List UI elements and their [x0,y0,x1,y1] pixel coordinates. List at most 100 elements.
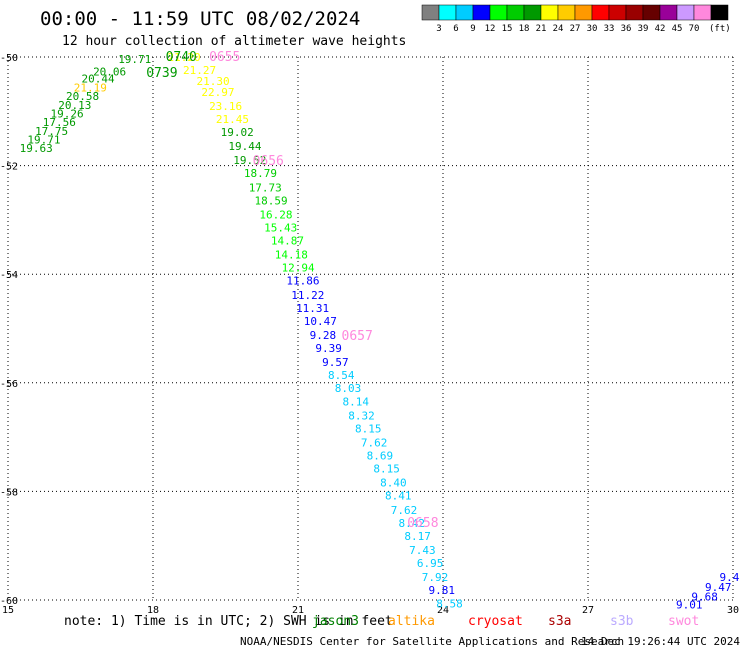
pass-time-label: 0739 [146,66,177,81]
wave-height-label: 21.30 [197,75,230,88]
wave-height-label: 11.22 [291,289,324,302]
chart-subtitle: 12 hour collection of altimeter wave hei… [62,34,406,49]
wave-height-label: 19.52 [233,154,266,167]
colorbar-tick-label: 27 [570,24,581,34]
colorbar-swatch [438,4,457,21]
colorbar-swatch [676,4,695,21]
wave-height-label: 19.44 [228,140,261,153]
wave-height-label: 7.62 [361,437,388,450]
y-tick-label: -60 [0,596,18,607]
satellite-legend-altika: altika [388,614,435,629]
wave-height-label: 18.59 [255,194,288,207]
colorbar-tick-label: 30 [587,24,598,34]
x-tick-label: 24 [437,605,449,616]
note-text: note: 1) Time is in UTC; 2) SWH is in fe… [64,614,393,629]
x-tick-label: 21 [292,605,304,616]
colorbar-swatch [642,4,661,21]
colorbar-legend: 3 6 9 12 15 18 21 24 27 30 33 36 39 42 45 70 (ft) [421,4,731,34]
colorbar-tick-label: 18 [519,24,530,34]
colorbar-swatch [557,4,576,21]
colorbar-swatch [472,4,491,21]
wave-height-label: 8.54 [328,369,355,382]
wave-height-label: 11.86 [286,275,319,288]
wave-height-label: 8.03 [335,382,362,395]
y-tick-label: -56 [0,379,18,390]
wave-height-label: 6.95 [417,557,444,570]
wave-height-label: 8.32 [348,409,375,422]
pass-time-label: 0657 [342,329,373,344]
y-tick-label: -52 [0,162,18,173]
colorbar-swatch [659,4,678,21]
y-tick-label: -50 [0,53,18,64]
satellite-legend-jason3: jason3 [312,614,359,629]
wave-height-label: 17.75 [35,125,68,138]
colorbar-swatch [710,4,729,21]
colorbar-unit: (ft) [709,24,731,34]
wave-height-label: 14.87 [271,235,304,248]
footer-timestamp: 14 Dec 19:26:44 UTC 2024 [581,635,740,648]
wave-height-label: 11.31 [296,302,329,315]
wave-height-label: 9.01 [676,598,703,611]
wave-height-label: 7.43 [409,544,436,557]
colorbar-swatch [591,4,610,21]
y-tick-label: -58 [0,487,18,498]
colorbar-tick-label: 70 [689,24,700,34]
colorbar-tick-label: 42 [655,24,666,34]
colorbar-swatch [523,4,542,21]
colorbar-tick-label: 36 [621,24,632,34]
wave-height-label: 17.73 [249,181,282,194]
pass-time-label: 0658 [407,516,438,531]
colorbar-swatch [574,4,593,21]
colorbar-tick-label: 39 [638,24,649,34]
wave-height-label: 8.15 [355,422,382,435]
colorbar-swatch [506,4,525,21]
colorbar-tick-label: 24 [553,24,564,34]
satellite-legend-s3b: s3b [610,614,634,629]
wave-height-label: 9.68 [691,591,718,604]
colorbar-tick-label: 12 [485,24,496,34]
wave-height-label: 9.28 [310,329,337,342]
satellite-legend-s3a: s3a [548,614,571,629]
wave-height-label: 8.41 [385,490,412,503]
wave-height-label: 9.4 [719,571,739,584]
colorbar-tick-label: 6 [453,24,458,34]
colorbar-tick-label: 33 [604,24,615,34]
wave-height-label: 16.28 [259,208,292,221]
colorbar-swatch [608,4,627,21]
wave-height-label: 20.13 [58,99,91,112]
plot-axes: 15 18 21 24 27 30 -50 -52 -54 -56 -58 -60 [0,53,739,616]
colorbar-tick-label: 45 [672,24,683,34]
x-tick-label: 15 [2,605,14,616]
pass-time-label: 0740 [166,50,197,65]
wave-height-label: 9.39 [315,342,342,355]
wave-height-label: 14.18 [275,249,308,262]
wave-height-label: 9.47 [705,581,732,594]
wave-height-label: 8.15 [373,463,400,476]
colorbar-swatch [455,4,474,21]
wave-height-label: 21.19 [74,81,107,94]
pass-time-label: 0656 [253,154,284,169]
colorbar-tick-label: 21 [536,24,547,34]
wave-height-label: 21.27 [183,64,216,77]
wave-height-label: 18.79 [244,167,277,180]
wave-height-label: 8.17 [404,530,431,543]
wave-height-label: 21.20 [168,51,201,64]
chart-title: 00:00 - 11:59 UTC 08/02/2024 [40,8,360,30]
wave-height-label: 21.45 [216,113,249,126]
colorbar-swatch [625,4,644,21]
colorbar-swatch [693,4,712,21]
wave-height-label: 7.92 [422,571,449,584]
wave-height-label: 19.71 [27,134,60,147]
wave-height-label: 15.43 [264,222,297,235]
wave-height-label: 23.16 [209,100,242,113]
wave-height-label: 8.42 [399,517,426,530]
plot-grid [7,56,734,601]
wave-height-label: 17.56 [43,116,76,129]
footer-credit: NOAA/NESDIS Center for Satellite Applica… [240,635,624,648]
colorbar-tick-label: 3 [436,24,441,34]
satellite-legend: jason3 altika cryosat s3a s3b swot [312,614,699,629]
wave-height-label: 19.02 [221,126,254,139]
x-tick-label: 30 [727,605,739,616]
wave-height-label: 10.47 [304,315,337,328]
